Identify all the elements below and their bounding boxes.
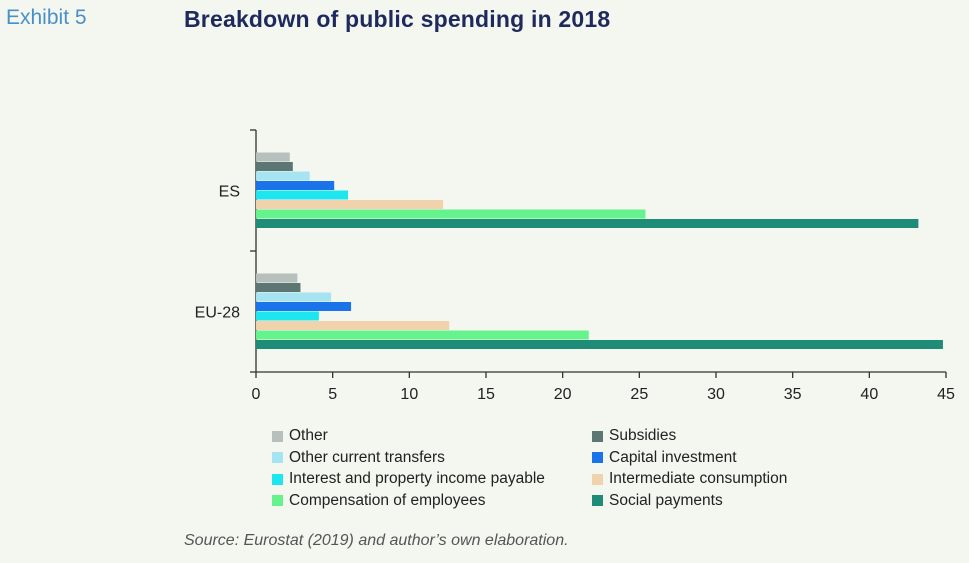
bar-subsidies-es <box>256 162 293 171</box>
legend-item: Capital investment <box>592 448 737 468</box>
chart-title: Breakdown of public spending in 2018 <box>184 6 611 32</box>
bar-capital-investment-es <box>256 181 335 190</box>
legend-label: Compensation of employees <box>289 491 486 509</box>
legend-item: Other <box>272 426 328 446</box>
legend-swatch <box>592 473 603 485</box>
legend-swatch <box>592 452 603 463</box>
legend-label: Other current transfers <box>289 448 445 466</box>
x-tick-label: 40 <box>860 386 878 403</box>
x-tick-label: 10 <box>400 386 418 403</box>
legend-item: Other current transfers <box>272 448 445 468</box>
legend-item: Compensation of employees <box>272 491 485 511</box>
bar-intermediate-consumption-es <box>256 200 444 209</box>
x-tick-label: 20 <box>554 386 572 403</box>
category-label: ES <box>219 184 240 201</box>
chart-legend: Other Subsidies Other current transfers Cap… <box>272 426 872 512</box>
bar-interest-and-property-income-payable-es <box>256 190 348 200</box>
bar-other-current-transfers-es <box>256 171 310 181</box>
bar-social-payments-es <box>256 219 919 228</box>
bar-other-es <box>256 152 290 162</box>
legend-label: Interest and property income payable <box>289 470 545 487</box>
legend-swatch <box>592 495 603 506</box>
legend-label: Intermediate consumption <box>609 470 788 487</box>
bar-capital-investment-eu-28 <box>256 302 352 311</box>
legend-label: Social payments <box>609 491 723 509</box>
x-tick-label: 45 <box>937 386 955 403</box>
source-note: Source: Eurostat (2019) and author’s own… <box>184 532 569 549</box>
x-tick-label: 30 <box>707 386 725 403</box>
bar-intermediate-consumption-eu-28 <box>256 321 450 330</box>
bar-other-current-transfers-eu-28 <box>256 292 332 302</box>
bar-compensation-of-employees-es <box>256 209 646 219</box>
category-label: EU-28 <box>195 305 240 322</box>
x-tick-label: 25 <box>630 386 648 403</box>
bar-social-payments-eu-28 <box>256 340 943 349</box>
legend-swatch <box>272 495 283 506</box>
legend-item: Intermediate consumption <box>592 469 787 489</box>
bar-subsidies-eu-28 <box>256 283 301 292</box>
legend-swatch <box>272 452 283 463</box>
legend-swatch <box>272 430 283 442</box>
legend-label: Other <box>289 427 328 444</box>
x-tick-label: 0 <box>252 386 261 403</box>
x-tick-label: 15 <box>477 386 495 403</box>
x-tick-label: 35 <box>784 386 802 403</box>
x-tick-label: 5 <box>328 386 337 403</box>
legend-swatch <box>592 430 603 442</box>
legend-label: Capital investment <box>609 448 737 466</box>
exhibit-label: Exhibit 5 <box>6 6 87 29</box>
legend-item: Social payments <box>592 491 723 511</box>
bar-compensation-of-employees-eu-28 <box>256 330 589 340</box>
bar-other-eu-28 <box>256 273 298 283</box>
legend-label: Subsidies <box>609 427 677 444</box>
legend-item: Subsidies <box>592 426 676 446</box>
bar-interest-and-property-income-payable-eu-28 <box>256 311 319 321</box>
bar-chart: 0 5 10 15 20 25 30 35 40 45 ES EU-28 <box>195 129 955 403</box>
legend-swatch <box>272 473 283 485</box>
legend-item: Interest and property income payable <box>272 469 545 489</box>
